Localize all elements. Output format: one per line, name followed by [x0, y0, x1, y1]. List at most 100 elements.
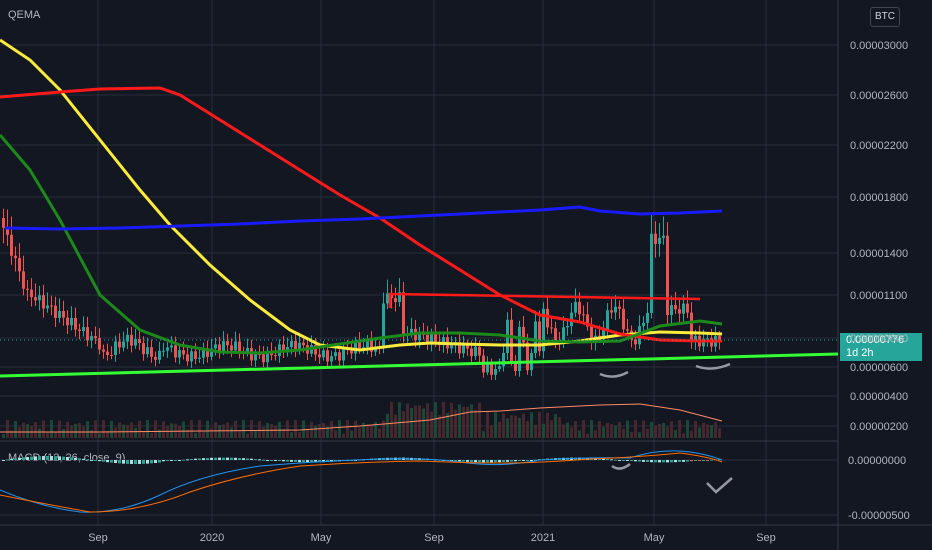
- macd-histogram-bar: [486, 460, 489, 463]
- candle-body: [46, 305, 49, 309]
- candle-body: [462, 345, 465, 354]
- candle-body: [18, 258, 21, 272]
- volume-bar: [166, 426, 169, 438]
- volume-bar: [686, 420, 689, 438]
- y-tick-label: 0.00002200: [850, 140, 908, 152]
- candle-body: [402, 292, 405, 335]
- candle-body: [478, 346, 481, 356]
- volume-bar: [310, 421, 313, 438]
- volume-bar: [714, 422, 717, 438]
- candle-body: [578, 301, 581, 315]
- volume-bar: [86, 421, 89, 438]
- macd-histogram-bar: [634, 460, 637, 462]
- volume-bar: [562, 424, 565, 438]
- candle-body: [262, 354, 265, 363]
- y-tick-label: 0.00000800: [850, 333, 908, 345]
- candle-body: [66, 317, 69, 326]
- macd-histogram-bar: [246, 458, 249, 460]
- volume-bar: [410, 407, 413, 438]
- macd-histogram-bar: [518, 460, 521, 461]
- candle-body: [54, 305, 57, 318]
- candle-body: [30, 289, 33, 298]
- candle-body: [42, 295, 45, 309]
- macd-histogram-bar: [222, 457, 225, 460]
- volume-bar: [370, 425, 373, 438]
- candle-body: [298, 342, 301, 351]
- macd-histogram-bar: [474, 460, 477, 463]
- candle-body: [50, 305, 53, 307]
- volume-bar: [102, 420, 105, 438]
- candle-body: [590, 326, 593, 343]
- candle-body: [218, 344, 221, 353]
- candle-body: [686, 303, 689, 313]
- macd-histogram-bar: [98, 460, 101, 462]
- volume-bar: [294, 420, 297, 438]
- candle-body: [366, 340, 369, 348]
- macd-histogram-bar: [470, 460, 473, 463]
- macd-histogram-bar: [482, 460, 485, 463]
- volume-bar: [450, 402, 453, 438]
- candle-body: [674, 305, 677, 310]
- volume-bar: [242, 420, 245, 438]
- candle-body: [78, 329, 81, 331]
- signal-line: [0, 452, 723, 513]
- symbol-title: QEMA: [8, 9, 41, 21]
- candle-body: [418, 333, 421, 341]
- volume-bar: [618, 421, 621, 438]
- volume-bar: [202, 431, 205, 438]
- volume-bar: [574, 420, 577, 438]
- volume-bar: [430, 411, 433, 438]
- macd-histogram-bar: [302, 460, 305, 463]
- macd-histogram-bar: [618, 460, 621, 461]
- last-price-value: 0.00000776: [846, 334, 905, 346]
- macd-histogram-bar: [522, 460, 525, 461]
- macd-histogram-bar: [638, 460, 641, 462]
- candle-body: [258, 354, 261, 356]
- macd-histogram-bar: [606, 459, 609, 461]
- y-tick-label: 0.00003000: [850, 40, 908, 52]
- volume-bar: [482, 431, 485, 438]
- volume-bar: [490, 425, 493, 438]
- currency-badge[interactable]: BTC: [870, 7, 900, 27]
- macd-histogram-bar: [170, 460, 173, 461]
- candle-body: [230, 345, 233, 351]
- volume-bar: [318, 424, 321, 438]
- macd-histogram-bar: [130, 460, 133, 464]
- candle-body: [642, 322, 645, 327]
- candle-body: [574, 301, 577, 313]
- macd-histogram-bar: [106, 460, 109, 463]
- macd-histogram-bar: [62, 456, 65, 460]
- volume-bar: [54, 432, 57, 438]
- resistance-line: [388, 292, 701, 308]
- candle-body: [10, 234, 13, 256]
- macd-histogram-bar: [226, 457, 229, 460]
- macd-histogram-bar: [66, 456, 69, 460]
- candle-body: [2, 218, 5, 228]
- volume-bar: [338, 420, 341, 438]
- volume-bar: [642, 420, 645, 438]
- macd-histogram-bar: [602, 458, 605, 460]
- volume-bar: [394, 414, 397, 438]
- volume-bar: [138, 420, 141, 438]
- candle-body: [146, 347, 149, 355]
- volume-bar: [486, 412, 489, 438]
- volume-bar: [398, 402, 401, 438]
- volume-bar: [406, 403, 409, 438]
- candle-body: [102, 349, 105, 352]
- macd-histogram-bar: [690, 460, 693, 462]
- volume-bar: [594, 430, 597, 438]
- y-tick-label: 0.00001800: [850, 192, 908, 204]
- candle-body: [394, 298, 397, 302]
- macd-histogram-bar: [50, 456, 53, 460]
- candle-body: [606, 310, 609, 331]
- volume-bar: [170, 423, 173, 438]
- candle-body: [234, 341, 237, 351]
- macd-histogram-bar: [182, 459, 185, 461]
- macd-histogram-bar: [114, 460, 117, 464]
- volume-bar: [374, 422, 377, 438]
- volume-bar: [330, 421, 333, 438]
- macd-histogram-bar: [510, 460, 513, 462]
- candle-body: [694, 335, 697, 343]
- volume-ma-line: [0, 403, 723, 433]
